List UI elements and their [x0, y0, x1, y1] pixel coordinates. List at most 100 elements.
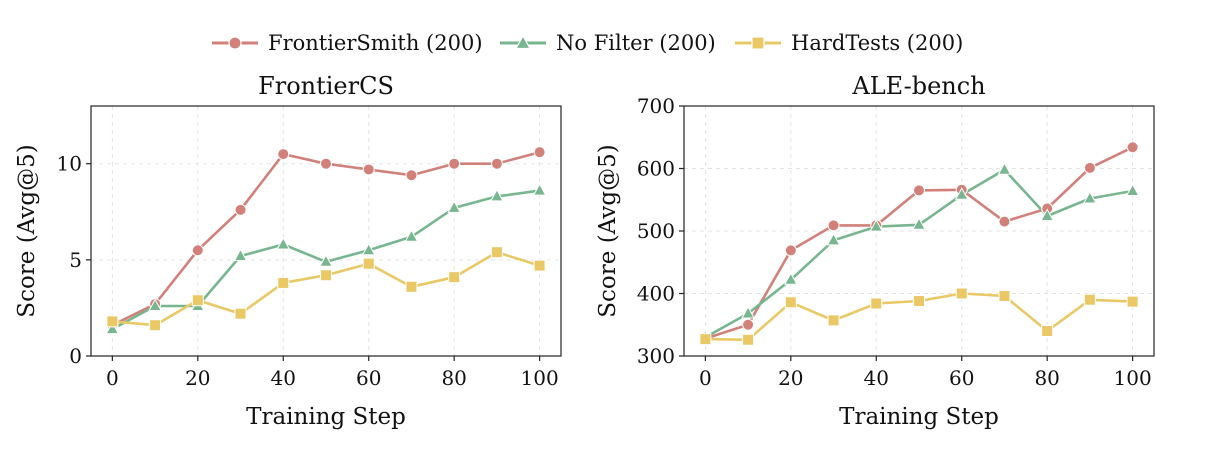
data-point-no-filter [276, 236, 291, 250]
y-tick-label: 600 [637, 157, 675, 181]
x-tick-label: 20 [778, 366, 803, 390]
data-point-no-filter [912, 217, 926, 230]
legend-item-hardtests: HardTests (200) [735, 26, 963, 60]
data-point-no-filter [954, 187, 969, 200]
x-tick-label: 80 [441, 366, 466, 390]
data-point-frontiersmith [448, 157, 461, 170]
x-axis-label: Training Step [246, 404, 406, 430]
y-tick-label: 5 [69, 248, 82, 272]
x-tick-label: 0 [699, 366, 712, 390]
y-axis-label: Score (Avg@5) [14, 144, 40, 317]
data-point-frontiersmith [913, 184, 925, 197]
x-tick-label: 0 [106, 366, 119, 390]
data-point-hardtests [742, 333, 755, 346]
data-point-no-filter [361, 242, 376, 256]
data-point-no-filter [826, 232, 841, 246]
data-point-hardtests [490, 246, 503, 259]
x-tick-label: 100 [521, 366, 559, 390]
data-point-hardtests [1083, 293, 1096, 306]
plot-frame [90, 105, 562, 357]
legend-label-no-filter: No Filter (200) [556, 31, 716, 55]
y-tick-label: 400 [637, 282, 675, 306]
legend-swatch-no-filter [500, 34, 546, 50]
data-point-hardtests [1041, 325, 1054, 337]
data-point-no-filter [741, 305, 755, 319]
data-point-no-filter [1125, 183, 1140, 196]
data-point-no-filter [783, 272, 798, 285]
data-point-hardtests [234, 307, 247, 320]
data-point-hardtests [784, 296, 797, 309]
x-tick-label: 100 [1114, 366, 1152, 390]
data-point-hardtests [149, 319, 162, 332]
data-point-hardtests [533, 259, 546, 272]
legend-label-frontiersmith: FrontierSmith (200) [268, 31, 483, 55]
data-point-no-filter [490, 188, 504, 202]
data-point-hardtests [277, 276, 290, 289]
data-point-frontiersmith [533, 146, 546, 159]
x-tick-label: 40 [864, 366, 889, 390]
data-point-no-filter [869, 219, 884, 232]
data-point-frontiersmith [320, 157, 332, 170]
data-point-no-filter [1040, 208, 1055, 221]
data-point-frontiersmith [784, 244, 797, 257]
data-point-hardtests [448, 271, 461, 284]
data-point-frontiersmith [490, 157, 503, 170]
x-axis-label: Training Step [839, 404, 999, 430]
legend-swatch-hardtests [735, 36, 781, 50]
data-point-frontiersmith [998, 215, 1011, 228]
legend-label-hardtests: HardTests (200) [791, 31, 964, 55]
data-point-hardtests [362, 257, 375, 270]
data-point-no-filter [148, 298, 162, 311]
data-point-hardtests [1126, 295, 1139, 308]
data-point-frontiersmith [827, 219, 840, 232]
data-point-frontiersmith [234, 203, 247, 216]
data-point-no-filter [447, 200, 462, 213]
data-point-no-filter [404, 229, 419, 242]
data-point-frontiersmith [1126, 141, 1139, 154]
legend-swatch-frontiersmith [212, 36, 258, 50]
data-point-no-filter [1083, 190, 1097, 204]
data-point-hardtests [955, 287, 968, 300]
legend: FrontierSmith (200) No Filter (200) Hard… [0, 26, 1212, 60]
data-point-no-filter [997, 162, 1012, 175]
data-point-hardtests [913, 295, 925, 307]
data-point-hardtests [106, 315, 119, 328]
data-point-frontiersmith [362, 163, 375, 176]
x-tick-label: 60 [356, 366, 381, 390]
data-point-hardtests [320, 269, 332, 282]
series-line-frontiersmith [705, 146, 1134, 340]
y-tick-label: 300 [637, 344, 675, 368]
data-point-hardtests [998, 290, 1011, 302]
chart-panel-frontiercs: 0 20 40 60 80 100 0 5 10 FrontierCS Training Step S… [14, 72, 562, 430]
data-point-hardtests [191, 294, 204, 307]
chart-title: ALE-bench [851, 72, 985, 100]
data-point-no-filter [532, 183, 547, 196]
data-point-frontiersmith [742, 318, 755, 331]
chart-panel-ale-bench: 0 20 40 60 80 100 300 400 500 600 700 ALE-bench Trai… [595, 72, 1155, 430]
data-point-hardtests [405, 280, 418, 293]
data-point-frontiersmith [405, 169, 418, 182]
data-point-hardtests [870, 297, 883, 310]
legend-item-no-filter: No Filter (200) [500, 26, 716, 60]
series-line-frontiersmith [111, 150, 540, 327]
data-point-hardtests [827, 314, 840, 327]
y-tick-label: 0 [69, 344, 82, 368]
data-point-no-filter [105, 321, 120, 335]
data-point-no-filter [233, 248, 248, 261]
y-axis-label: Score (Avg@5) [595, 144, 621, 317]
chart-title: FrontierCS [258, 72, 394, 100]
x-tick-label: 40 [271, 366, 296, 390]
x-tick-label: 20 [185, 366, 210, 390]
x-tick-label: 60 [949, 366, 974, 390]
data-point-frontiersmith [191, 244, 204, 257]
y-tick-label: 700 [637, 94, 675, 118]
data-point-hardtests [699, 333, 712, 346]
y-tick-label: 500 [637, 219, 675, 243]
y-tick-label: 10 [57, 152, 82, 176]
data-point-frontiersmith [277, 148, 290, 161]
legend-item-frontiersmith: FrontierSmith (200) [212, 26, 483, 60]
data-point-no-filter [319, 254, 333, 267]
data-point-frontiersmith [1083, 161, 1096, 174]
